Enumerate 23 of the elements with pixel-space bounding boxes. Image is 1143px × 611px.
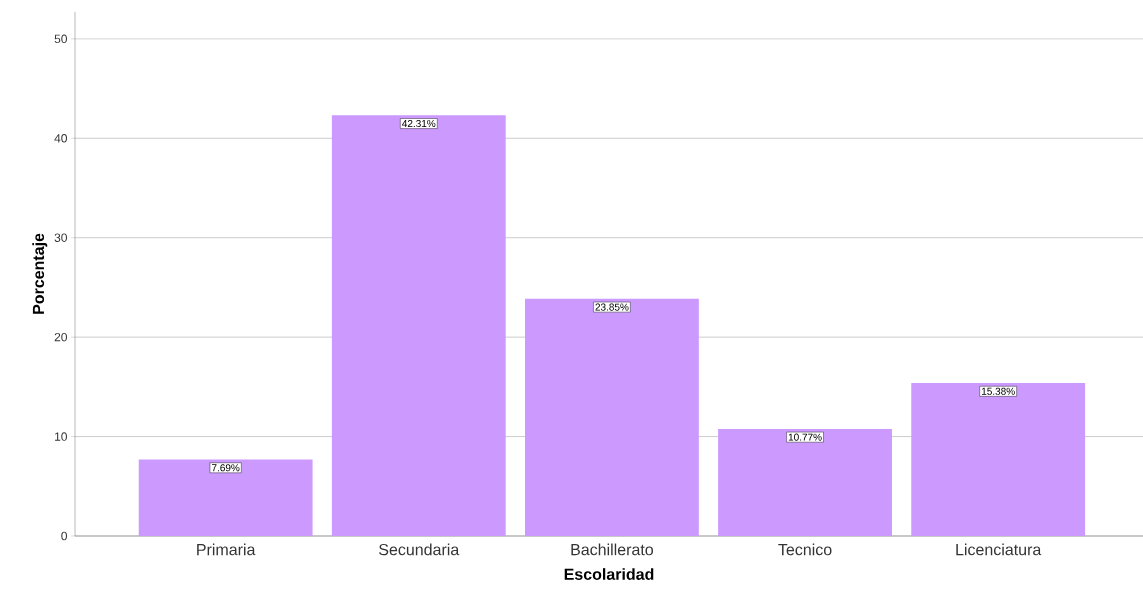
bar [718, 428, 892, 536]
data-label: 10.77% [788, 433, 822, 441]
y-tick-label: 0 [61, 531, 68, 541]
data-label: 7.69% [211, 464, 240, 472]
y-tick-label: 10 [55, 432, 67, 441]
y-tick-label: 50 [54, 34, 67, 44]
bar [525, 298, 699, 536]
data-label: 42.31% [402, 120, 436, 128]
y-tick-label: 20 [54, 332, 67, 342]
bar [911, 383, 1086, 536]
y-tick-label: 30 [54, 233, 67, 242]
bar [138, 459, 313, 536]
x-tick-label: Bachillerato [571, 543, 654, 556]
x-axis-title: Escolaridad [564, 568, 654, 580]
x-tick-label: Secundaria [379, 543, 460, 556]
data-label: 23.85% [595, 303, 629, 311]
x-tick-label: Licenciatura [956, 543, 1042, 556]
y-axis-title: Porcentaje [32, 233, 48, 314]
x-tick-label: Primaria [197, 543, 256, 556]
y-tick-label: 40 [54, 134, 67, 143]
x-tick-label: Tecnico [778, 543, 832, 556]
bar [331, 115, 506, 536]
data-label: 15.38% [981, 387, 1015, 395]
